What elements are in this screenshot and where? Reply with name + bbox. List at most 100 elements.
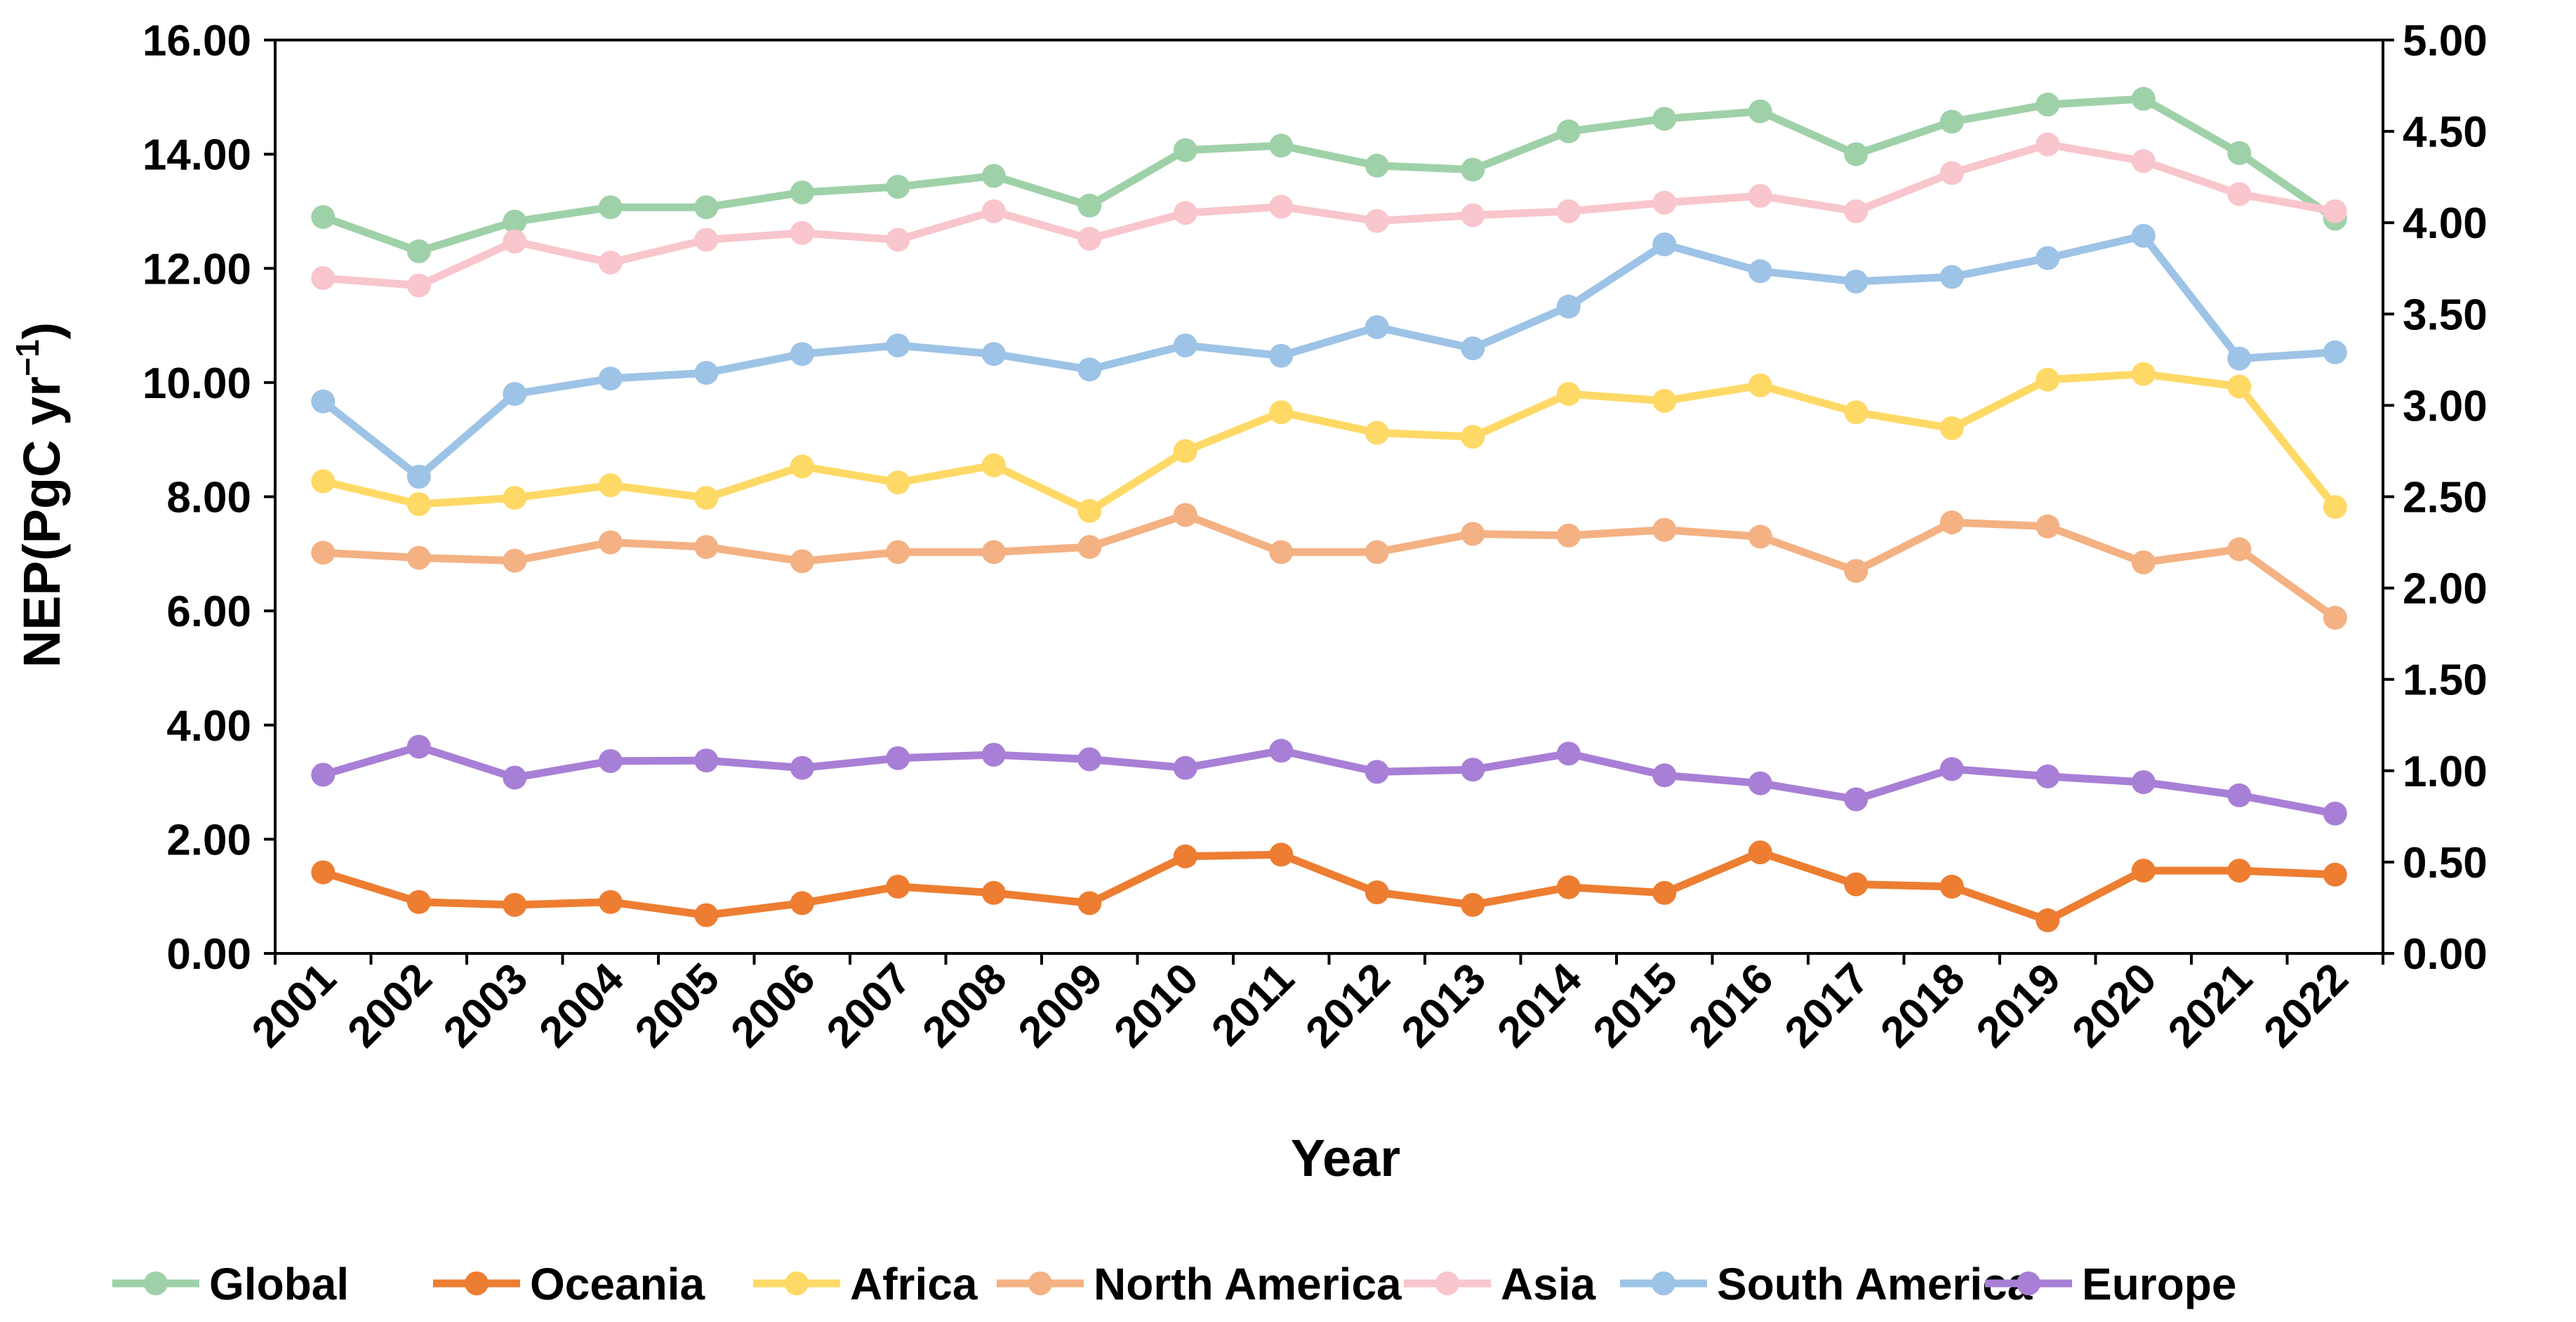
series-global: [311, 86, 2347, 263]
data-point-asia: [2036, 132, 2060, 157]
data-point-north-america: [1748, 524, 1772, 549]
data-point-asia: [1844, 199, 1868, 223]
legend-item-oceania: Oceania: [433, 1259, 705, 1309]
data-point-oceania: [406, 890, 431, 914]
data-point-north-america: [2131, 550, 2156, 574]
data-point-africa: [1077, 498, 1102, 523]
data-point-global: [503, 209, 527, 234]
data-point-africa: [2131, 362, 2156, 386]
data-point-south-america: [406, 465, 431, 489]
data-point-africa: [1269, 400, 1294, 425]
data-point-south-america: [1173, 333, 1197, 357]
data-point-global: [1077, 193, 1102, 218]
x-tick-label: 2002: [338, 954, 441, 1057]
data-point-north-america: [2036, 514, 2060, 538]
data-point-africa: [1365, 421, 1389, 445]
data-point-europe: [2036, 764, 2060, 788]
data-point-north-america: [1173, 503, 1197, 527]
data-point-global: [886, 175, 910, 199]
series-line-oceania: [319, 848, 2339, 925]
data-point-europe: [1748, 771, 1772, 795]
data-point-africa: [1173, 439, 1197, 463]
data-point-north-america: [311, 541, 336, 565]
data-point-asia: [1652, 190, 1677, 215]
y-tick-label: 6.00: [166, 588, 251, 636]
y2-tick-label: 5.00: [2403, 17, 2488, 65]
data-point-global: [1269, 133, 1294, 158]
series-layer: [311, 86, 2347, 932]
data-point-south-america: [503, 382, 527, 406]
x-tick-label: 2003: [434, 954, 537, 1057]
series-africa: [311, 362, 2347, 523]
data-point-europe: [406, 734, 431, 759]
x-tick-label: 2021: [2159, 954, 2262, 1057]
data-point-global: [1652, 107, 1677, 131]
x-tick-label: 2010: [1105, 954, 1207, 1057]
data-point-global: [2036, 92, 2060, 117]
data-point-africa: [2036, 367, 2060, 392]
data-point-north-america: [1077, 535, 1102, 560]
data-point-north-america: [1365, 540, 1389, 564]
data-point-global: [311, 205, 336, 230]
data-point-europe: [2131, 770, 2156, 795]
data-point-africa: [2323, 495, 2347, 520]
data-point-asia: [1939, 161, 1964, 185]
y-tick-label: 2.00: [166, 816, 251, 864]
legend-label: North America: [1094, 1259, 1402, 1309]
data-point-africa: [2227, 374, 2252, 399]
data-point-asia: [311, 266, 336, 291]
y-tick-label: 16.00: [142, 17, 251, 65]
data-point-oceania: [1077, 891, 1102, 916]
series-line-africa: [319, 370, 2339, 515]
data-point-south-america: [1461, 336, 1485, 361]
data-point-global: [1939, 110, 1964, 134]
data-point-south-america: [598, 366, 623, 391]
y2-tick-label: 4.00: [2403, 199, 2488, 248]
x-tick-label: 2014: [1488, 954, 1591, 1057]
data-point-oceania: [2323, 862, 2347, 887]
data-point-oceania: [311, 860, 336, 885]
data-point-north-america: [406, 546, 431, 570]
data-point-south-america: [2227, 346, 2252, 371]
data-point-south-america: [694, 361, 719, 385]
data-point-oceania: [1939, 874, 1964, 899]
legend-label: Global: [209, 1259, 349, 1309]
y-tick-label: 14.00: [142, 131, 251, 180]
data-point-south-america: [1939, 265, 1964, 289]
data-point-global: [598, 195, 623, 220]
legend: Global Oceania Africa North America Asia Sout…: [112, 1259, 2236, 1309]
data-point-global: [406, 239, 431, 263]
data-point-north-america: [981, 540, 1006, 564]
data-point-oceania: [1365, 880, 1389, 904]
legend-item-north-america: North America: [997, 1259, 1402, 1309]
y2-tick-label: 3.00: [2403, 382, 2488, 430]
y2-tick-label: 1.50: [2403, 656, 2488, 705]
x-tick-label: 2016: [1680, 954, 1782, 1057]
legend-item-europe: Europe: [1985, 1259, 2236, 1309]
data-point-europe: [1556, 741, 1581, 766]
data-point-europe: [2323, 801, 2347, 826]
data-point-global: [790, 180, 814, 205]
series-line-global: [319, 95, 2339, 256]
data-point-asia: [790, 220, 814, 245]
y-axis-title-exponent: −1: [9, 339, 46, 376]
y2-tick-label: 4.50: [2403, 108, 2488, 157]
data-point-oceania: [2131, 859, 2156, 883]
data-point-north-america: [1652, 517, 1677, 542]
series-europe: [311, 734, 2347, 826]
data-point-north-america: [2323, 605, 2347, 630]
data-point-south-america: [2131, 223, 2156, 248]
data-point-europe: [1652, 763, 1677, 788]
data-point-south-america: [2036, 246, 2060, 270]
data-point-south-america: [1748, 259, 1772, 284]
data-point-north-america: [1461, 522, 1485, 546]
data-point-asia: [981, 199, 1006, 223]
x-tick-label: 2013: [1393, 954, 1495, 1057]
legend-item-global: Global: [112, 1259, 349, 1309]
data-point-europe: [694, 748, 719, 773]
series-line-south-america: [319, 232, 2339, 481]
data-point-north-america: [694, 535, 719, 560]
labels-layer: 0.00 2.00 4.00 6.00 8.00 10.00 12.00 14.00 16.00…: [9, 17, 2488, 1187]
data-point-global: [2227, 141, 2252, 165]
